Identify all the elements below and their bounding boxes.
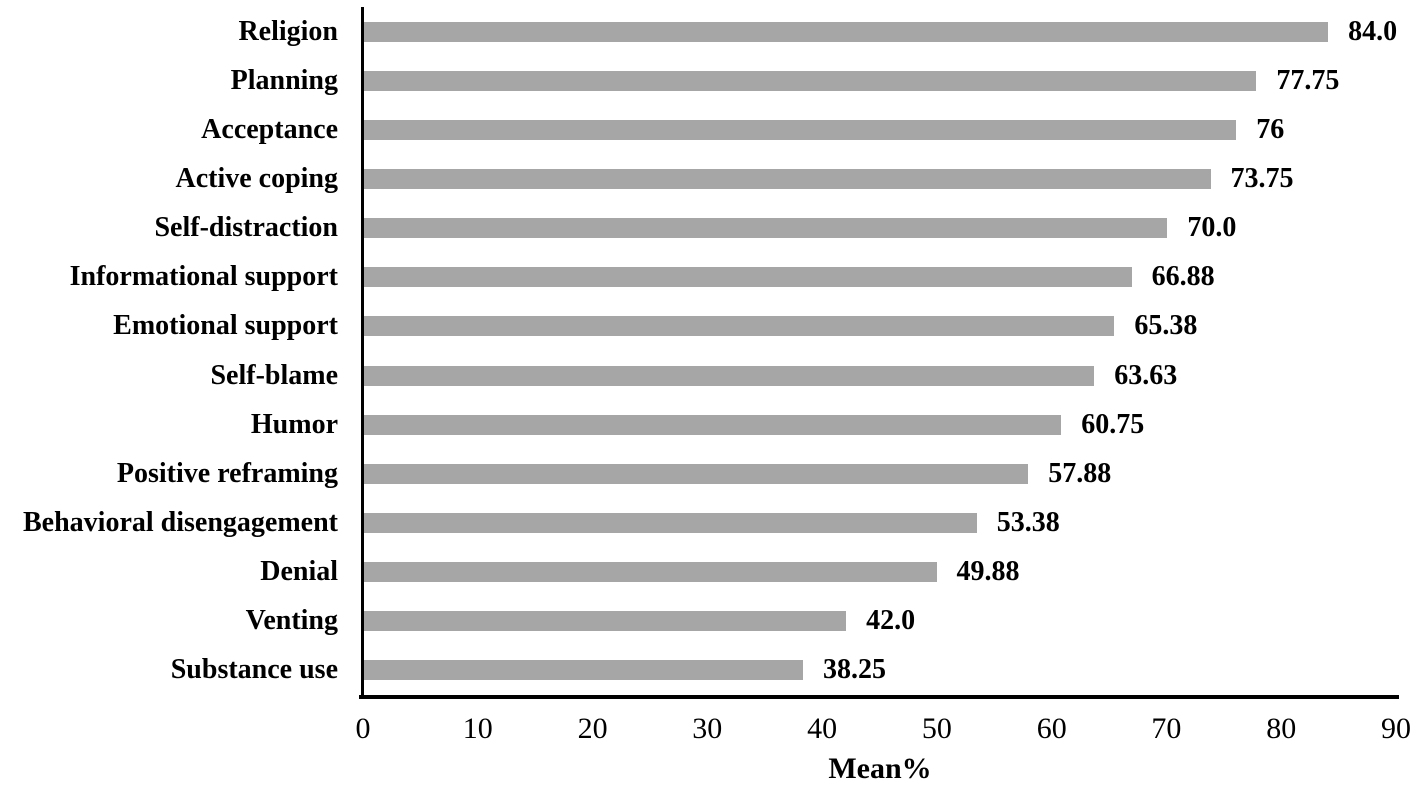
bar-rows-container: Religion 84.0 Planning 77.75 Acceptance 76 Act…	[0, 7, 1418, 695]
bar	[364, 316, 1115, 337]
bar	[364, 365, 1095, 386]
bar-track: 65.38	[364, 302, 1418, 351]
bar-track: 42.0	[364, 597, 1418, 646]
x-axis-line	[359, 695, 1399, 699]
value-label: 73.75	[1230, 162, 1294, 194]
bar	[364, 512, 977, 533]
value-label: 77.75	[1276, 64, 1340, 96]
value-label: 76	[1256, 113, 1285, 145]
category-label: Informational support	[69, 261, 338, 293]
bar-row: Venting 42.0	[0, 597, 1418, 646]
bar	[364, 168, 1211, 189]
bar-row: Humor 60.75	[0, 400, 1418, 449]
bar-row: Active coping 73.75	[0, 154, 1418, 203]
value-label: 53.38	[996, 506, 1060, 538]
bar	[364, 463, 1029, 484]
bar	[364, 562, 937, 583]
x-tick-label: 70	[1151, 712, 1182, 745]
x-tick-label: 30	[692, 712, 723, 745]
category-label: Acceptance	[201, 113, 338, 145]
bar	[364, 611, 847, 632]
bar-row: Planning 77.75	[0, 56, 1418, 105]
category-label: Positive reframing	[116, 457, 338, 489]
bar-track: 70.0	[364, 204, 1418, 253]
bar-row: Denial 49.88	[0, 548, 1418, 597]
bar	[364, 414, 1062, 435]
bar-row: Informational support 66.88	[0, 253, 1418, 302]
bar-track: 38.25	[364, 646, 1418, 695]
category-label: Active coping	[175, 162, 338, 194]
x-tick-label: 90	[1381, 712, 1411, 745]
x-tick-label: 50	[921, 712, 952, 745]
category-label: Self-distraction	[154, 212, 338, 244]
bar-track: 49.88	[364, 548, 1418, 597]
bar-track: 84.0	[364, 7, 1418, 56]
value-label: 38.25	[823, 654, 886, 686]
bar-track: 77.75	[364, 56, 1418, 105]
bar	[364, 218, 1168, 239]
value-label: 42.0	[866, 605, 916, 637]
category-label: Self-blame	[210, 359, 338, 391]
bar-row: Religion 84.0	[0, 7, 1418, 56]
bar-row: Substance use 38.25	[0, 646, 1418, 695]
bar-row: Emotional support 65.38	[0, 302, 1418, 351]
category-label: Religion	[238, 15, 338, 47]
category-label: Humor	[250, 408, 338, 440]
category-label: Venting	[245, 605, 338, 637]
bar-row: Positive reframing 57.88	[0, 449, 1418, 498]
category-label: Planning	[230, 64, 338, 96]
bar-row: Acceptance 76	[0, 105, 1418, 154]
bar	[364, 660, 803, 681]
category-label: Behavioral disengagement	[23, 506, 338, 538]
bar-row: Self-blame 63.63	[0, 351, 1418, 400]
bar	[364, 70, 1257, 91]
bar-track: 53.38	[364, 498, 1418, 547]
bar-track: 73.75	[364, 154, 1418, 203]
y-axis-line	[361, 7, 364, 698]
bar	[364, 119, 1237, 140]
bar-track: 57.88	[364, 449, 1418, 498]
value-label: 60.75	[1081, 408, 1145, 440]
value-label: 63.63	[1114, 359, 1178, 391]
bar	[364, 21, 1329, 42]
category-label: Denial	[260, 556, 338, 588]
value-label: 65.38	[1134, 310, 1198, 342]
value-label: 49.88	[956, 556, 1020, 588]
bar-track: 60.75	[364, 400, 1418, 449]
bar	[364, 267, 1132, 288]
value-label: 70.0	[1187, 212, 1237, 244]
x-axis-ticks: 0 10 20 30 40 50 60 70 80 90	[0, 712, 1418, 752]
bar-row: Self-distraction 70.0	[0, 204, 1418, 253]
bar-track: 76	[364, 105, 1418, 154]
x-tick-label: 80	[1266, 712, 1297, 745]
bar-track: 66.88	[364, 253, 1418, 302]
value-label: 57.88	[1048, 457, 1112, 489]
bar-row: Behavioral disengagement 53.38	[0, 498, 1418, 547]
category-label: Substance use	[170, 654, 338, 686]
x-tick-label: 20	[577, 712, 608, 745]
bar-track: 63.63	[364, 351, 1418, 400]
x-axis-title: Mean%	[828, 752, 932, 785]
x-tick-label: 40	[807, 712, 838, 745]
x-tick-label: 10	[462, 712, 493, 745]
x-tick-label: 0	[355, 712, 371, 745]
category-label: Emotional support	[113, 310, 338, 342]
value-label: 66.88	[1151, 261, 1215, 293]
value-label: 84.0	[1348, 15, 1398, 47]
x-tick-label: 60	[1036, 712, 1067, 745]
